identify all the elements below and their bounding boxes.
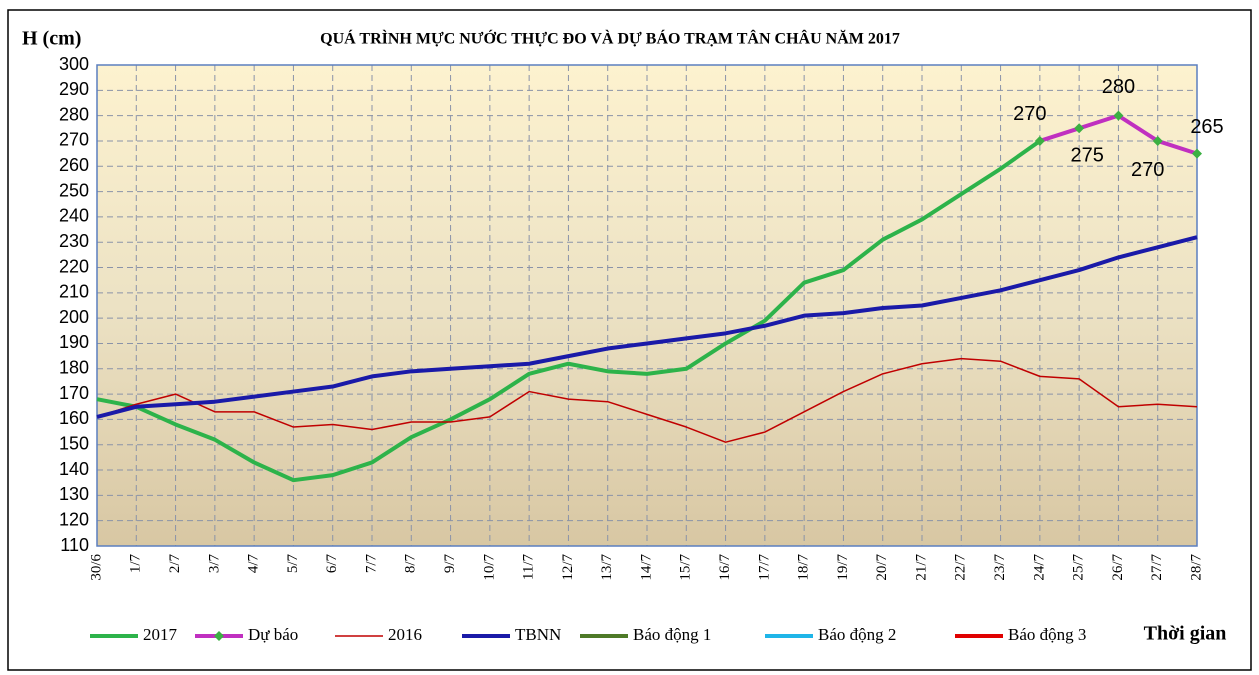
x-tick-label: 30/6 [88,554,104,581]
y-tick-label: 120 [59,509,89,529]
legend-label: Báo động 2 [818,625,896,644]
y-axis-label: H (cm) [22,28,81,50]
data-label: 270 [1131,159,1164,181]
y-tick-label: 290 [59,79,89,99]
y-tick-label: 170 [59,383,89,403]
legend-label: TBNN [515,625,561,644]
series-line [96,357,1198,443]
x-tick-label: 16/7 [717,554,733,581]
x-tick-label: 9/7 [442,554,458,574]
x-tick-label: 11/7 [521,554,537,581]
x-tick-label: 15/7 [678,554,694,581]
x-tick-label: 28/7 [1188,554,1204,581]
x-tick-label: 27/7 [1149,554,1165,581]
x-tick-label: 18/7 [796,554,812,581]
x-axis-label: Thời gian [1144,623,1227,645]
legend-label: Báo động 3 [1008,625,1086,644]
legend-label: Dự báo [248,625,298,644]
x-tick-label: 13/7 [599,554,615,581]
x-tick-label: 12/7 [560,554,576,581]
data-label: 275 [1070,145,1103,167]
plot-border [96,64,1198,547]
x-tick-label: 8/7 [403,554,419,574]
legend-marker [214,631,224,641]
x-tick-label: 25/7 [1071,554,1087,581]
y-tick-label: 130 [59,484,89,504]
point-marker [1113,110,1124,121]
series-line [96,235,1198,419]
y-tick-label: 280 [59,104,89,124]
x-tick-label: 1/7 [128,554,144,574]
y-tick-label: 200 [59,307,89,327]
x-tick-label: 19/7 [835,554,851,581]
x-tick-label: 22/7 [953,554,969,581]
y-tick-label: 160 [59,408,89,428]
legend-label: 2017 [143,625,178,644]
y-tick-label: 220 [59,256,89,276]
x-tick-label: 24/7 [1031,554,1047,581]
y-tick-label: 250 [59,180,89,200]
x-tick-label: 6/7 [324,554,340,574]
y-tick-label: 150 [59,433,89,453]
point-marker [1192,148,1202,159]
x-tick-label: 5/7 [285,554,301,574]
data-label: 265 [1190,116,1223,138]
y-tick-label: 180 [59,358,89,378]
legend-label: 2016 [388,625,422,644]
point-marker [1152,135,1163,146]
x-tick-label: 3/7 [206,554,222,574]
x-tick-label: 10/7 [481,554,497,581]
x-tick-label: 4/7 [246,554,262,574]
chart-title: QUÁ TRÌNH MỰC NƯỚC THỰC ĐO VÀ DỰ BÁO TRẠ… [320,29,900,48]
y-tick-label: 140 [59,459,89,479]
y-tick-label: 230 [59,231,89,251]
x-tick-label: 14/7 [638,554,654,581]
y-tick-label: 110 [60,535,89,555]
x-tick-label: 20/7 [874,554,890,581]
point-marker [1034,135,1045,146]
series-line [96,139,1042,483]
point-marker [1074,123,1085,134]
y-tick-label: 300 [59,54,89,74]
data-label: 270 [1013,103,1046,125]
x-tick-label: 17/7 [756,554,772,581]
y-tick-label: 190 [59,332,89,352]
x-tick-label: 23/7 [992,554,1008,581]
y-tick-label: 260 [59,155,89,175]
x-tick-label: 2/7 [167,554,183,574]
data-label: 280 [1102,76,1135,98]
x-tick-label: 26/7 [1110,554,1126,581]
x-tick-label: 21/7 [913,554,929,581]
y-tick-label: 240 [59,206,89,226]
legend-label: Báo động 1 [633,625,711,644]
y-tick-label: 270 [59,130,89,150]
x-tick-label: 7/7 [363,554,379,574]
y-tick-label: 210 [59,282,89,302]
